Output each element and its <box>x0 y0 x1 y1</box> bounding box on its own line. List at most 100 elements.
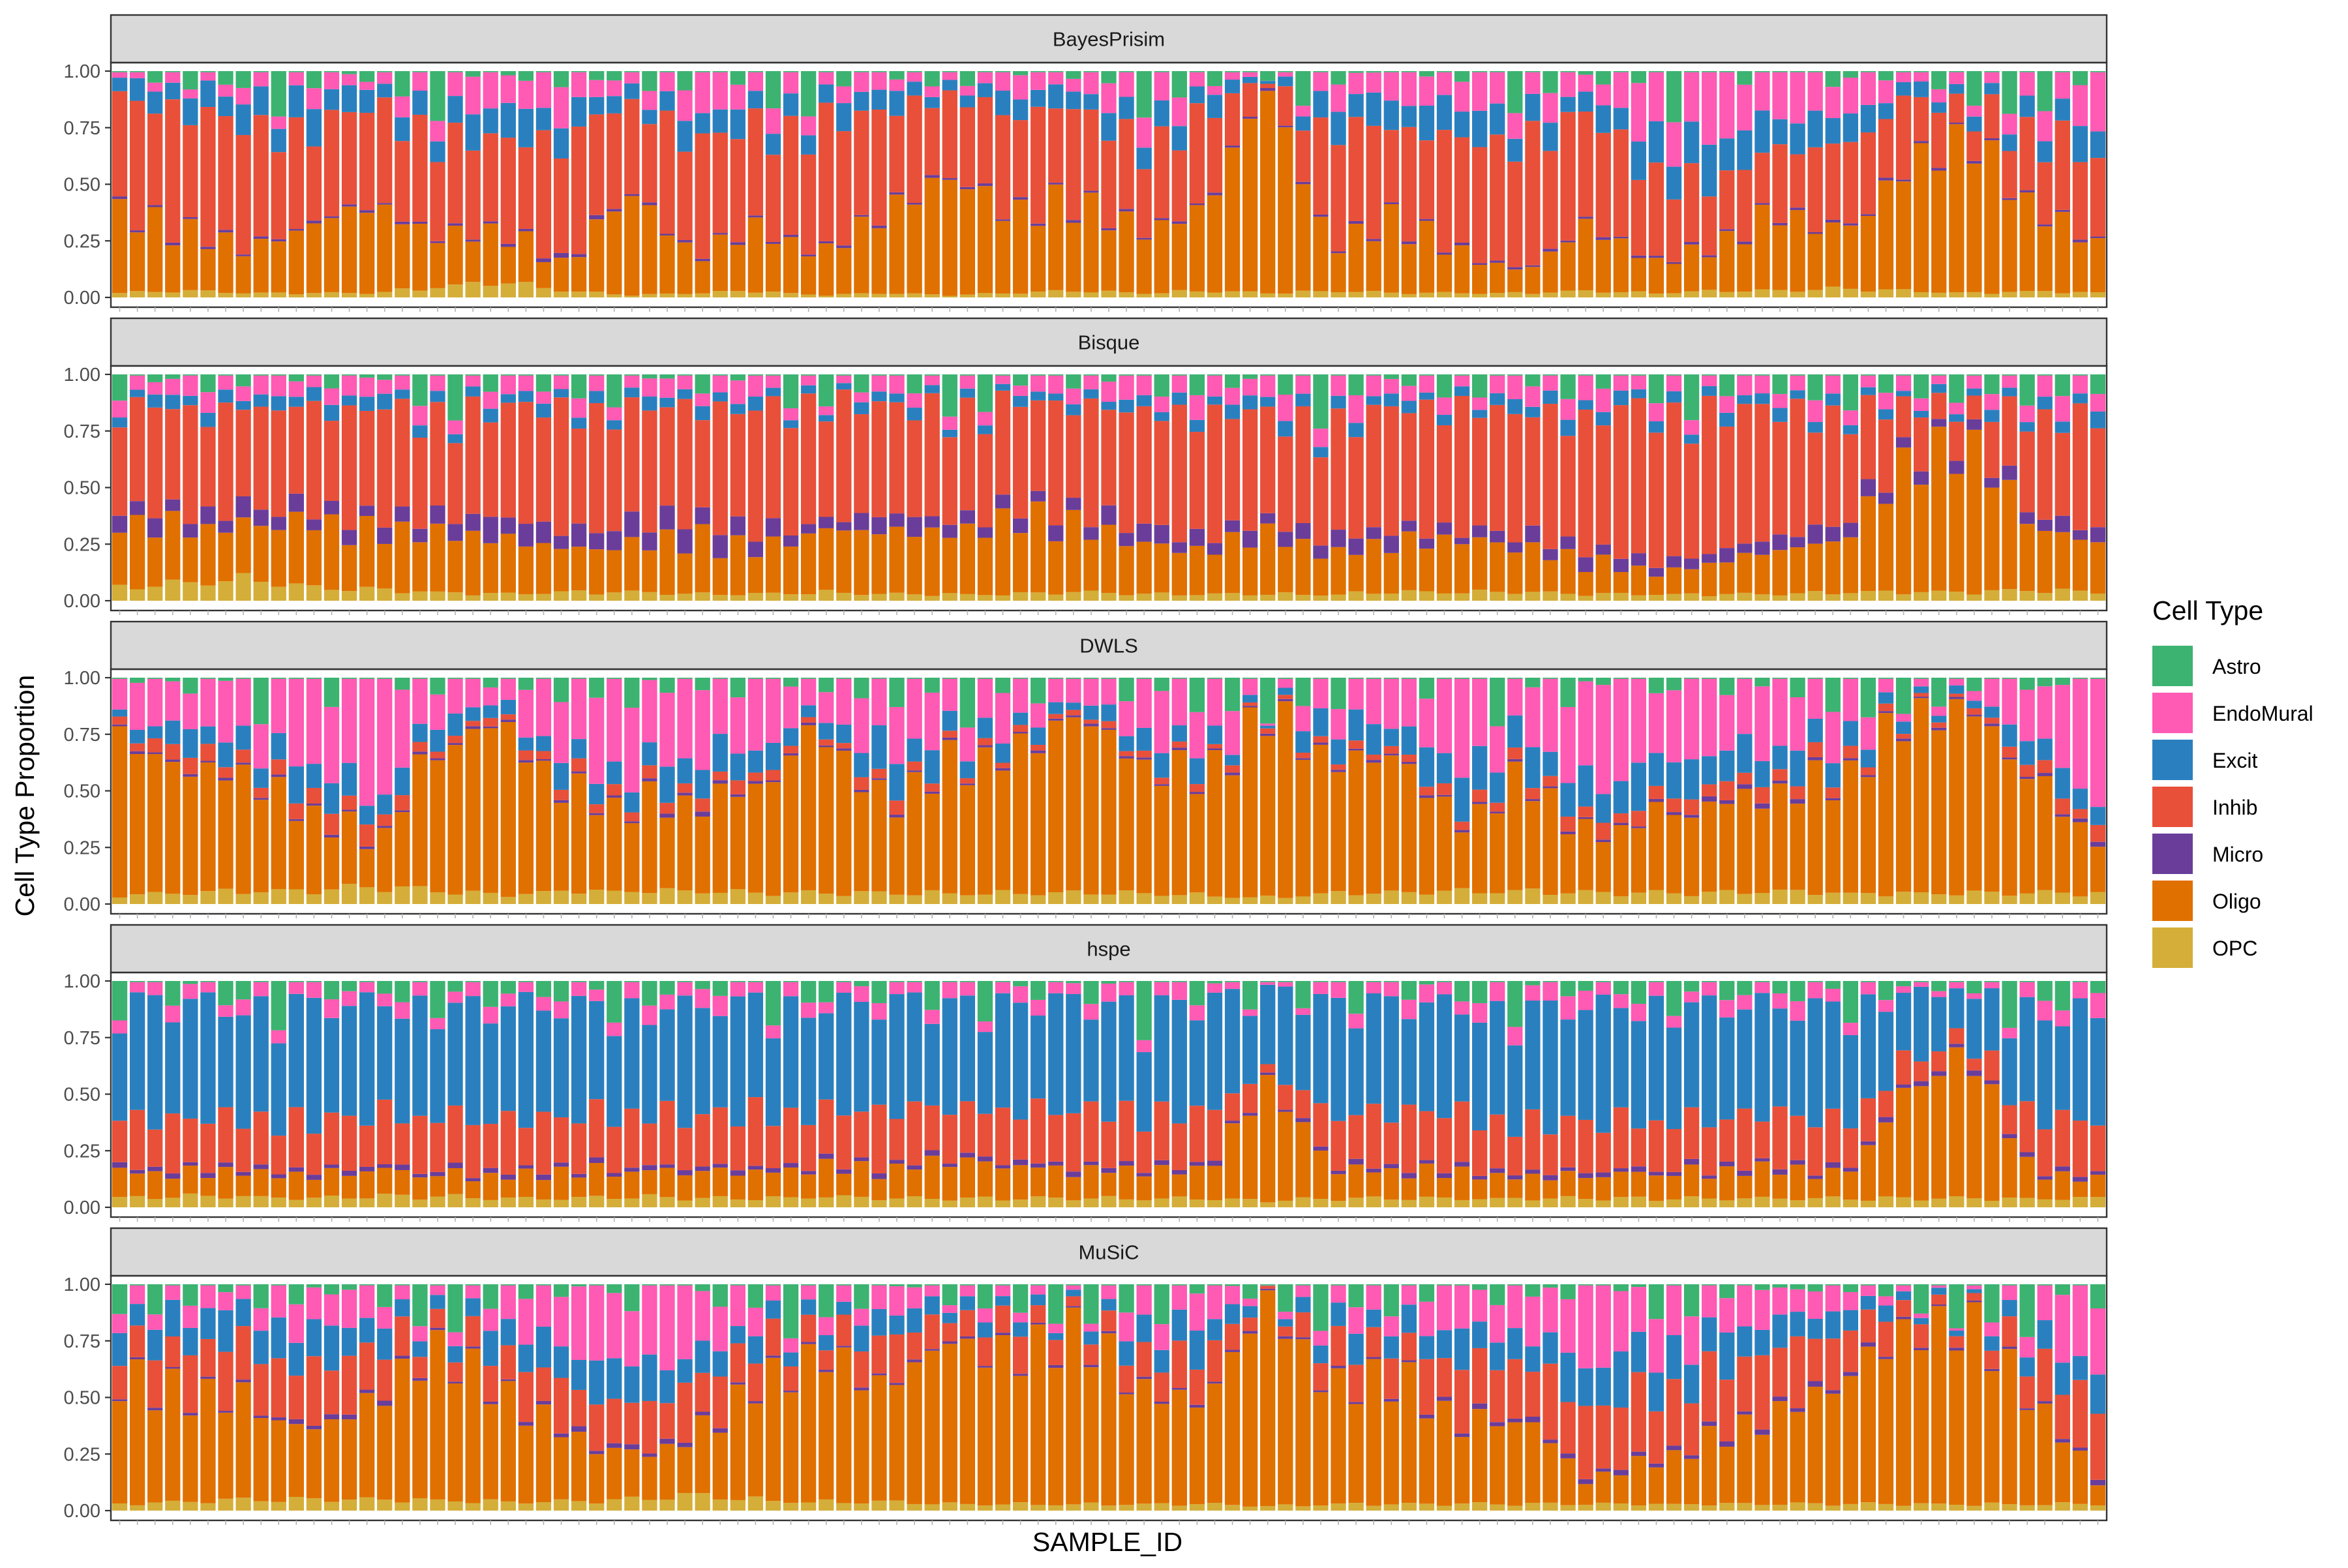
bar-segment-oligo <box>483 543 498 594</box>
bar-segment-inhib <box>589 114 605 215</box>
bar-segment-inhib <box>1454 821 1470 830</box>
bar-segment-endomural <box>1313 678 1329 708</box>
bar-segment-excit <box>483 408 498 423</box>
bar-segment-micro <box>642 778 657 781</box>
bar-segment-astro <box>377 374 393 380</box>
bar-segment-oligo <box>1136 239 1152 294</box>
bar-segment-opc <box>112 897 128 904</box>
bar-segment-excit <box>695 1008 710 1115</box>
bar-segment-micro <box>395 1164 410 1170</box>
bar-segment-oligo <box>677 1175 693 1201</box>
bar-segment-micro <box>1754 1429 1770 1435</box>
bar-segment-inhib <box>465 1316 481 1347</box>
bar-segment-oligo <box>642 550 657 592</box>
bar-segment-opc <box>2054 892 2070 904</box>
bar-segment-micro <box>1543 549 1558 560</box>
bar-segment-micro <box>1066 498 1081 510</box>
bar-segment-micro <box>1578 817 1593 819</box>
bar-segment-opc <box>1666 893 1682 904</box>
bar-segment-oligo <box>2037 1179 2053 1199</box>
bar-segment-endomural <box>1578 990 1593 1010</box>
bar-segment-astro <box>642 1284 657 1286</box>
bar-segment-excit <box>1914 411 1929 418</box>
bar-segment-excit <box>518 991 534 1128</box>
bar-segment-inhib <box>1966 395 1982 419</box>
bar-segment-astro <box>677 1284 693 1286</box>
bar-segment-excit <box>959 95 976 108</box>
bar-segment-astro <box>801 678 817 679</box>
bar-segment-endomural <box>553 1001 569 1019</box>
bar-segment-micro <box>1966 160 1982 164</box>
bar-segment-oligo <box>1772 1174 1788 1199</box>
legend: Cell Type AstroEndoMuralExcitInhibMicroO… <box>2152 596 2313 968</box>
bar-segment-inhib <box>624 1108 640 1168</box>
bar-segment-micro <box>1631 1451 1647 1456</box>
bar-segment-opc <box>288 889 304 904</box>
bar-segment-inhib <box>359 112 375 211</box>
bar-segment-micro <box>235 496 251 518</box>
bar-segment-astro <box>2037 678 2053 687</box>
bar-segment-micro <box>659 1438 675 1444</box>
bar-segment-inhib <box>907 420 922 517</box>
bar-segment-endomural <box>1419 1301 1435 1336</box>
bar-segment-astro <box>1224 678 1241 712</box>
bar-segment-opc <box>801 890 817 904</box>
bar-segment-excit <box>1807 718 1823 742</box>
bar-segment-endomural <box>889 982 905 995</box>
bar-segment-excit <box>235 725 251 750</box>
bar-segment-astro <box>1119 678 1134 702</box>
bar-segment-endomural <box>1878 80 1894 104</box>
bar-segment-inhib <box>483 133 498 222</box>
bar-segment-opc <box>801 594 817 601</box>
bar-segment-micro <box>553 1162 569 1167</box>
bar-segment-opc <box>783 594 799 601</box>
bar-segment-oligo <box>624 823 640 892</box>
bar-segment-endomural <box>1807 982 1823 999</box>
bar-segment-oligo <box>1895 741 1912 892</box>
bar-segment-inhib <box>2072 403 2088 530</box>
bar-segment-oligo <box>1083 1165 1099 1199</box>
bar-segment-endomural <box>447 678 463 714</box>
bar-segment-micro <box>218 1411 233 1413</box>
bar-segment-inhib <box>1331 1121 1346 1171</box>
bar-segment-excit <box>1224 1304 1241 1324</box>
bar-segment-oligo <box>271 530 286 587</box>
bar-segment-inhib <box>147 407 163 519</box>
bar-segment-endomural <box>1012 678 1029 713</box>
bar-segment-endomural <box>129 1285 145 1304</box>
bar-segment-oligo <box>659 1443 675 1500</box>
bar-segment-astro <box>783 1284 799 1338</box>
bar-segment-endomural <box>1843 410 1858 425</box>
bar-segment-astro <box>854 71 869 72</box>
bar-segment-opc <box>395 593 410 601</box>
bar-segment-endomural <box>854 698 869 753</box>
bar-segment-excit <box>642 110 657 125</box>
bar-segment-excit <box>112 709 128 717</box>
bar-segment-inhib <box>607 784 622 796</box>
bar-segment-inhib <box>1066 1296 1081 1306</box>
bar-segment-oligo <box>607 1177 622 1199</box>
bar-segment-oligo <box>447 1383 463 1501</box>
bar-segment-excit <box>1507 1045 1523 1137</box>
bar-segment-opc <box>995 595 1011 601</box>
bar-segment-inhib <box>1666 1129 1682 1172</box>
bar-segment-endomural <box>1189 712 1205 759</box>
bar-segment-oligo <box>1171 224 1187 290</box>
bar-segment-astro <box>907 71 922 72</box>
bar-segment-excit <box>2037 1320 2053 1349</box>
bar-segment-micro <box>695 1166 710 1171</box>
bar-segment-inhib <box>1490 134 1505 261</box>
bar-segment-excit <box>430 1295 445 1309</box>
bar-segment-astro <box>1666 981 1682 1016</box>
bar-segment-micro <box>1083 190 1099 193</box>
bar-segment-endomural <box>624 982 640 999</box>
bar-segment-endomural <box>1366 982 1381 993</box>
bar-segment-inhib <box>1171 741 1187 748</box>
bar-segment-endomural <box>1031 72 1046 90</box>
bar-segment-inhib <box>1895 1300 1912 1317</box>
bar-segment-inhib <box>1436 783 1452 795</box>
bar-segment-inhib <box>324 110 340 217</box>
bar-segment-endomural <box>1843 1291 1858 1310</box>
bar-segment-excit <box>288 766 304 804</box>
bar-segment-oligo <box>2054 532 2070 589</box>
